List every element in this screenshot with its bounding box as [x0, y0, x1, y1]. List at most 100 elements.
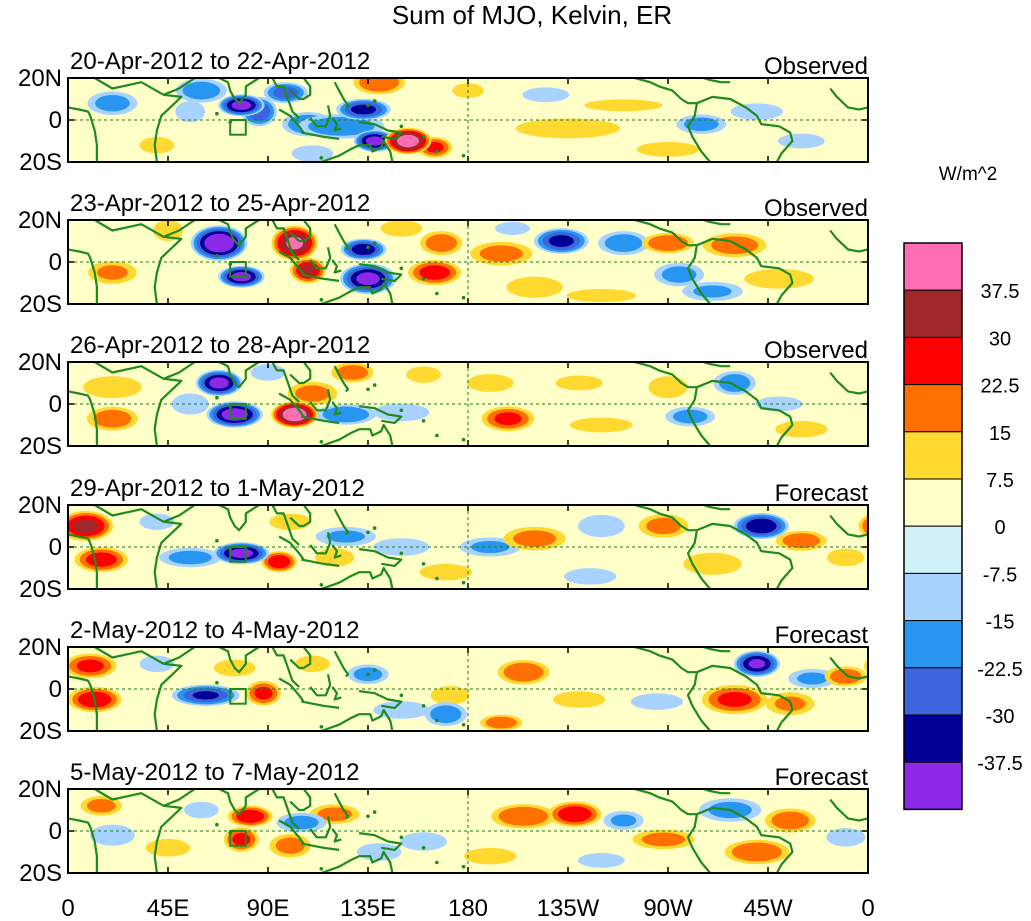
y-tick-label: 0 [49, 249, 62, 276]
contour-level [295, 655, 330, 673]
contour-level [485, 716, 517, 729]
coastline [320, 423, 394, 446]
contour-level [86, 552, 117, 567]
coastline [301, 131, 340, 140]
y-tick-label: 0 [49, 676, 62, 703]
y-tick-label: 20N [18, 492, 62, 519]
coastline [68, 533, 98, 589]
island-marker [435, 291, 439, 296]
colorbar-swatch [903, 525, 963, 574]
anomaly-blob [466, 374, 514, 392]
coastline [683, 789, 731, 795]
contour-level [994, 227, 1031, 259]
anomaly-blob [547, 801, 602, 827]
contour-level [577, 514, 625, 538]
anomaly-blob [315, 404, 376, 425]
anomaly-blob [555, 375, 603, 391]
island-marker [215, 680, 219, 685]
anomaly-blob [175, 78, 227, 103]
contour-level [972, 685, 1031, 706]
anomaly-blob [733, 650, 781, 677]
island-marker [461, 437, 466, 442]
contour-level [495, 221, 530, 235]
panel-kind-label: Forecast [775, 764, 869, 791]
contour-level [1020, 545, 1031, 562]
contour-level [373, 538, 430, 556]
contour-level [322, 406, 370, 423]
contour-level [641, 832, 686, 847]
contour-level [983, 688, 1028, 702]
anomaly-blob [683, 552, 742, 575]
coastline [218, 362, 260, 389]
anomaly-blob [827, 548, 865, 567]
contour-level [977, 686, 1031, 704]
island-marker [435, 718, 439, 723]
coastline [686, 530, 712, 589]
island-marker [215, 253, 219, 258]
contour-level [1013, 542, 1031, 564]
island-marker [215, 395, 219, 400]
colorbar-label: 0 [994, 517, 1005, 539]
coastline [309, 816, 332, 839]
colorbar-swatch [903, 384, 963, 433]
contour-level [0, 696, 6, 710]
anomaly-blob [373, 403, 430, 422]
anomaly-blob [515, 118, 621, 139]
anomaly-blob [775, 420, 828, 438]
coastline [301, 842, 340, 851]
contour-level [1027, 270, 1031, 284]
coastline [333, 223, 350, 251]
coastline [696, 237, 794, 304]
contour-level [182, 81, 221, 100]
colorbar-frame [903, 242, 963, 811]
island-marker [421, 562, 426, 566]
contour-level [139, 655, 175, 673]
coastline [278, 108, 305, 134]
anomaly-blob [713, 370, 756, 396]
y-tick-label: 20S [19, 149, 62, 176]
contour-level [0, 808, 16, 832]
anomaly-blob [577, 514, 625, 538]
panel-map [0, 505, 1031, 589]
coastline [94, 789, 183, 873]
x-tick-label: 90E [247, 895, 290, 921]
contour-level [308, 116, 375, 136]
contour-level [862, 517, 868, 535]
y-tick-label: 20S [19, 576, 62, 603]
contour-level [0, 672, 28, 684]
coastline [289, 789, 312, 812]
coastline [278, 250, 305, 276]
anomaly-blob [80, 795, 123, 816]
coastline [289, 220, 312, 243]
contour-level [380, 220, 423, 237]
contour-level [797, 672, 828, 685]
coastline [289, 505, 312, 528]
colorbar-label: 7.5 [986, 470, 1014, 492]
coastline [696, 379, 794, 446]
coastline [94, 362, 183, 446]
coastline [331, 544, 342, 559]
coastline [68, 817, 98, 873]
island-marker [366, 672, 370, 677]
island-marker [421, 704, 426, 708]
anomaly-blob [564, 568, 617, 585]
island-marker [461, 295, 466, 300]
contour-level [373, 403, 430, 422]
island-marker [435, 576, 439, 581]
coastline [683, 505, 731, 511]
coastline [68, 248, 98, 304]
island-marker [461, 864, 466, 869]
coastline [271, 362, 300, 403]
panel-6: 5-May-2012 to 7-May-2012 Forecast 20N 0 20S [0, 759, 869, 887]
coastlines [68, 505, 868, 589]
contour-level [0, 531, 27, 551]
anomaly-blob [139, 136, 175, 154]
anomaly-blob [744, 268, 814, 289]
coastline [696, 95, 794, 162]
island-marker [435, 433, 439, 438]
contour-level [86, 798, 116, 813]
contour-level [719, 374, 751, 392]
colorbar-label: 30 [989, 328, 1011, 350]
coastline [358, 405, 403, 424]
